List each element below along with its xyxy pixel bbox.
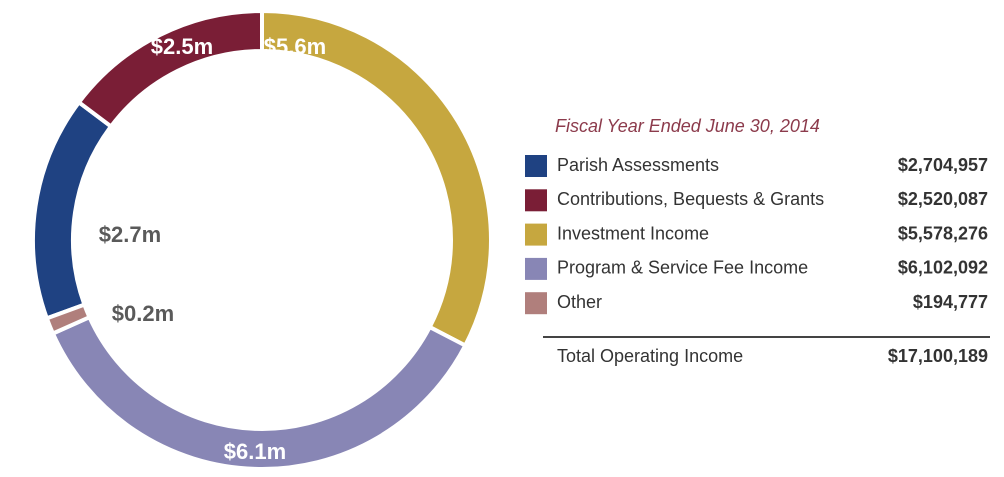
legend-swatch (525, 257, 547, 280)
total-value: $17,100,189 (888, 346, 988, 366)
legend-label: Parish Assessments (557, 155, 719, 175)
amount-label: $194,777 (913, 292, 988, 312)
slice-label: $0.2m (112, 301, 174, 326)
slice-label: $5.6m (264, 34, 326, 59)
legend-label: Investment Income (557, 223, 709, 243)
donut-slice (44, 302, 93, 337)
legend-swatch (525, 223, 547, 246)
amount-label: $6,102,092 (898, 258, 988, 278)
chart-subtitle: Fiscal Year Ended June 30, 2014 (555, 116, 820, 136)
legend-swatch (525, 292, 547, 315)
legend-label: Program & Service Fee Income (557, 258, 808, 278)
slice-label: $2.7m (99, 222, 161, 247)
amount-label: $2,520,087 (898, 189, 988, 209)
amount-label: $2,704,957 (898, 155, 988, 175)
legend-label: Contributions, Bequests & Grants (557, 189, 824, 209)
donut-slice (259, 8, 493, 349)
legend-swatch (525, 189, 547, 212)
legend-swatch (525, 155, 547, 177)
slice-label: $2.5m (151, 34, 213, 59)
donut-slice (76, 8, 264, 130)
amount-label: $5,578,276 (898, 223, 988, 243)
total-label: Total Operating Income (557, 346, 743, 366)
donut-slice (31, 99, 114, 321)
legend-label: Other (557, 292, 602, 312)
slice-label: $6.1m (224, 439, 286, 464)
